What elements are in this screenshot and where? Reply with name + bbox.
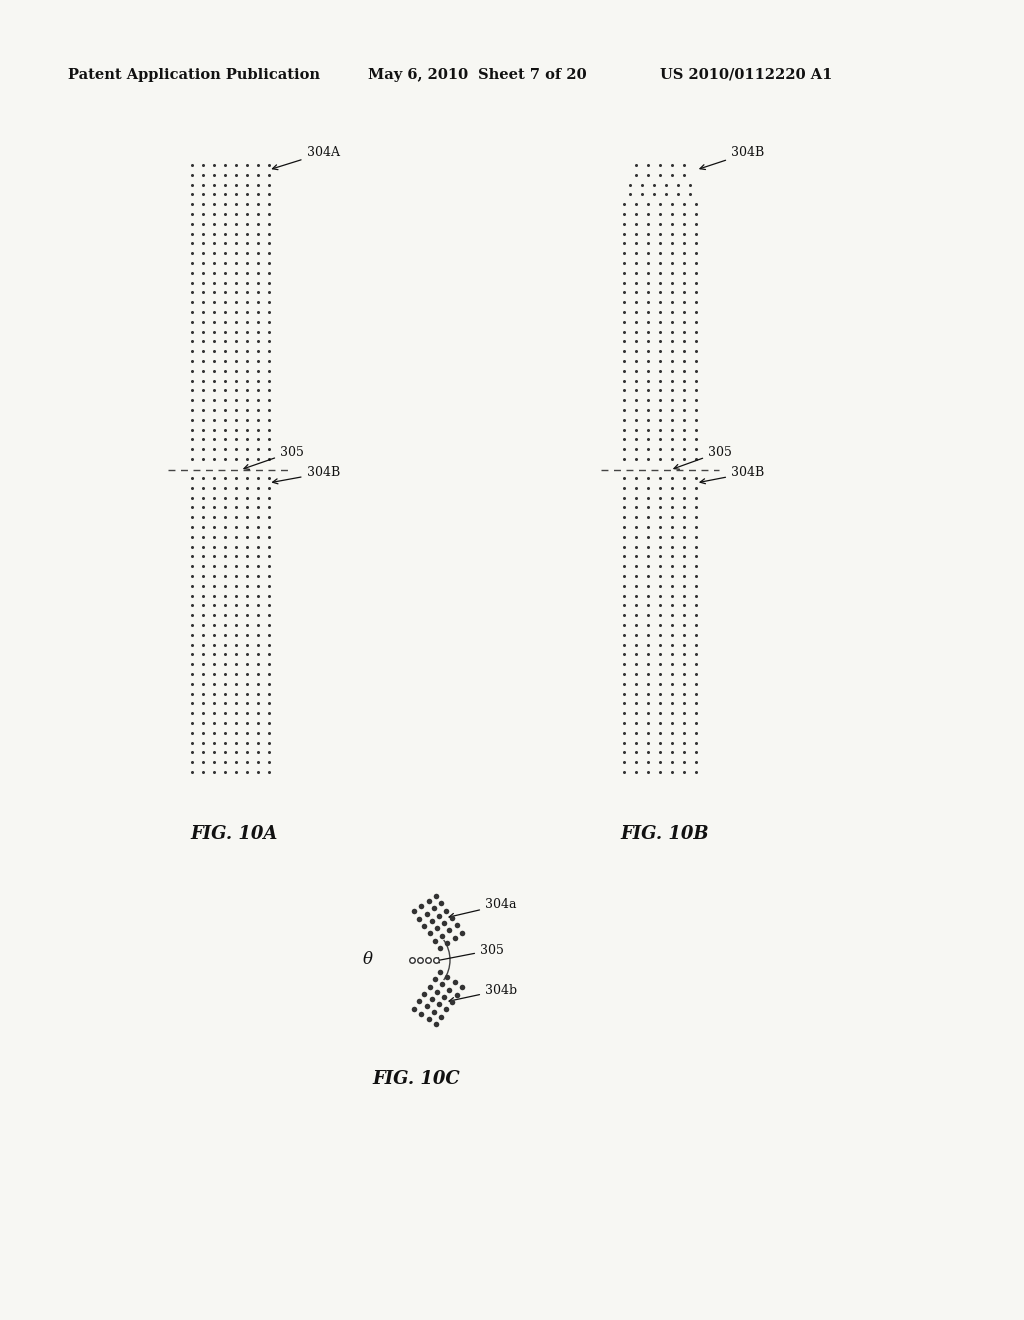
Text: 304a: 304a	[450, 899, 516, 919]
Text: FIG. 10C: FIG. 10C	[372, 1071, 460, 1088]
Point	[428, 886, 444, 907]
Text: US 2010/0112220 A1: US 2010/0112220 A1	[660, 69, 833, 82]
Text: FIG. 10B: FIG. 10B	[620, 825, 709, 843]
Point	[433, 1006, 450, 1027]
Point	[441, 979, 458, 1001]
Point	[436, 986, 453, 1007]
Point	[421, 923, 437, 944]
Point	[434, 974, 451, 995]
Point	[406, 900, 422, 921]
Text: 304B: 304B	[700, 466, 764, 483]
Point	[428, 1014, 444, 1035]
Text: 304B: 304B	[700, 147, 764, 169]
Point	[438, 900, 455, 921]
Point	[443, 907, 460, 928]
Point	[434, 925, 451, 946]
Point	[414, 1003, 430, 1024]
Point	[429, 917, 445, 939]
Point	[416, 983, 432, 1005]
Text: 305: 305	[244, 446, 304, 470]
Point	[441, 920, 458, 941]
Text: 304A: 304A	[272, 147, 340, 170]
Text: θ: θ	[362, 952, 373, 969]
Text: FIG. 10A: FIG. 10A	[190, 825, 278, 843]
Text: Sheet 7 of 20: Sheet 7 of 20	[478, 69, 587, 82]
Point	[406, 998, 422, 1019]
Point	[411, 908, 427, 929]
Point	[429, 981, 445, 1002]
Point	[426, 931, 442, 952]
Text: 304b: 304b	[450, 983, 517, 1002]
Point	[424, 989, 440, 1010]
Point	[414, 895, 430, 916]
Point	[439, 966, 456, 987]
Point	[446, 972, 463, 993]
Point	[454, 977, 470, 998]
Point	[421, 891, 437, 912]
Point	[411, 991, 427, 1012]
Point	[419, 903, 435, 924]
Text: May 6, 2010: May 6, 2010	[368, 69, 468, 82]
Point	[431, 994, 447, 1015]
Point	[438, 999, 455, 1020]
Point	[432, 961, 449, 982]
Point	[449, 985, 465, 1006]
Point	[449, 915, 465, 936]
Text: 304B: 304B	[272, 466, 340, 484]
Point	[439, 932, 456, 953]
Point	[426, 1001, 442, 1022]
Point	[421, 1008, 437, 1030]
Text: 305: 305	[434, 944, 504, 962]
Point	[419, 995, 435, 1016]
Point	[454, 923, 470, 944]
Point	[436, 912, 453, 933]
Point	[426, 898, 442, 919]
Point	[424, 911, 440, 932]
Text: Patent Application Publication: Patent Application Publication	[68, 69, 319, 82]
Point	[416, 916, 432, 937]
Point	[433, 892, 450, 913]
Point	[432, 937, 449, 958]
Point	[421, 975, 437, 997]
Point	[446, 927, 463, 948]
Point	[431, 906, 447, 927]
Point	[443, 991, 460, 1012]
Text: 305: 305	[674, 446, 732, 469]
Point	[426, 969, 442, 990]
